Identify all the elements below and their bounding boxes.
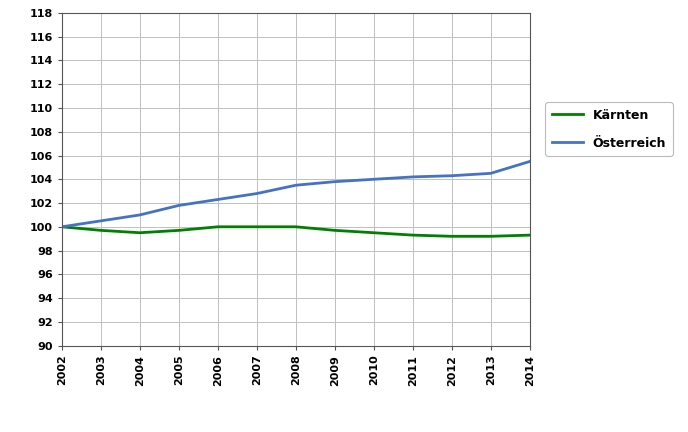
- Kärnten: [331, 228, 339, 233]
- Kärnten: [252, 224, 261, 229]
- Line: Kärnten: Kärnten: [62, 227, 530, 236]
- Kärnten: [58, 224, 66, 229]
- Kärnten: [214, 224, 222, 229]
- Österreich: [486, 171, 495, 176]
- Kärnten: [369, 230, 378, 235]
- Österreich: [97, 218, 105, 223]
- Österreich: [331, 179, 339, 184]
- Österreich: [136, 212, 144, 217]
- Kärnten: [136, 230, 144, 235]
- Kärnten: [486, 234, 495, 239]
- Legend: Kärnten, Österreich: Kärnten, Österreich: [546, 102, 673, 156]
- Österreich: [369, 177, 378, 182]
- Österreich: [175, 203, 183, 208]
- Österreich: [448, 173, 456, 178]
- Österreich: [409, 174, 417, 179]
- Österreich: [252, 191, 261, 196]
- Kärnten: [448, 234, 456, 239]
- Kärnten: [97, 228, 105, 233]
- Kärnten: [526, 232, 534, 238]
- Österreich: [214, 197, 222, 202]
- Line: Österreich: Österreich: [62, 162, 530, 227]
- Österreich: [526, 159, 534, 164]
- Österreich: [292, 183, 300, 188]
- Kärnten: [292, 224, 300, 229]
- Kärnten: [175, 228, 183, 233]
- Kärnten: [409, 232, 417, 238]
- Österreich: [58, 224, 66, 229]
